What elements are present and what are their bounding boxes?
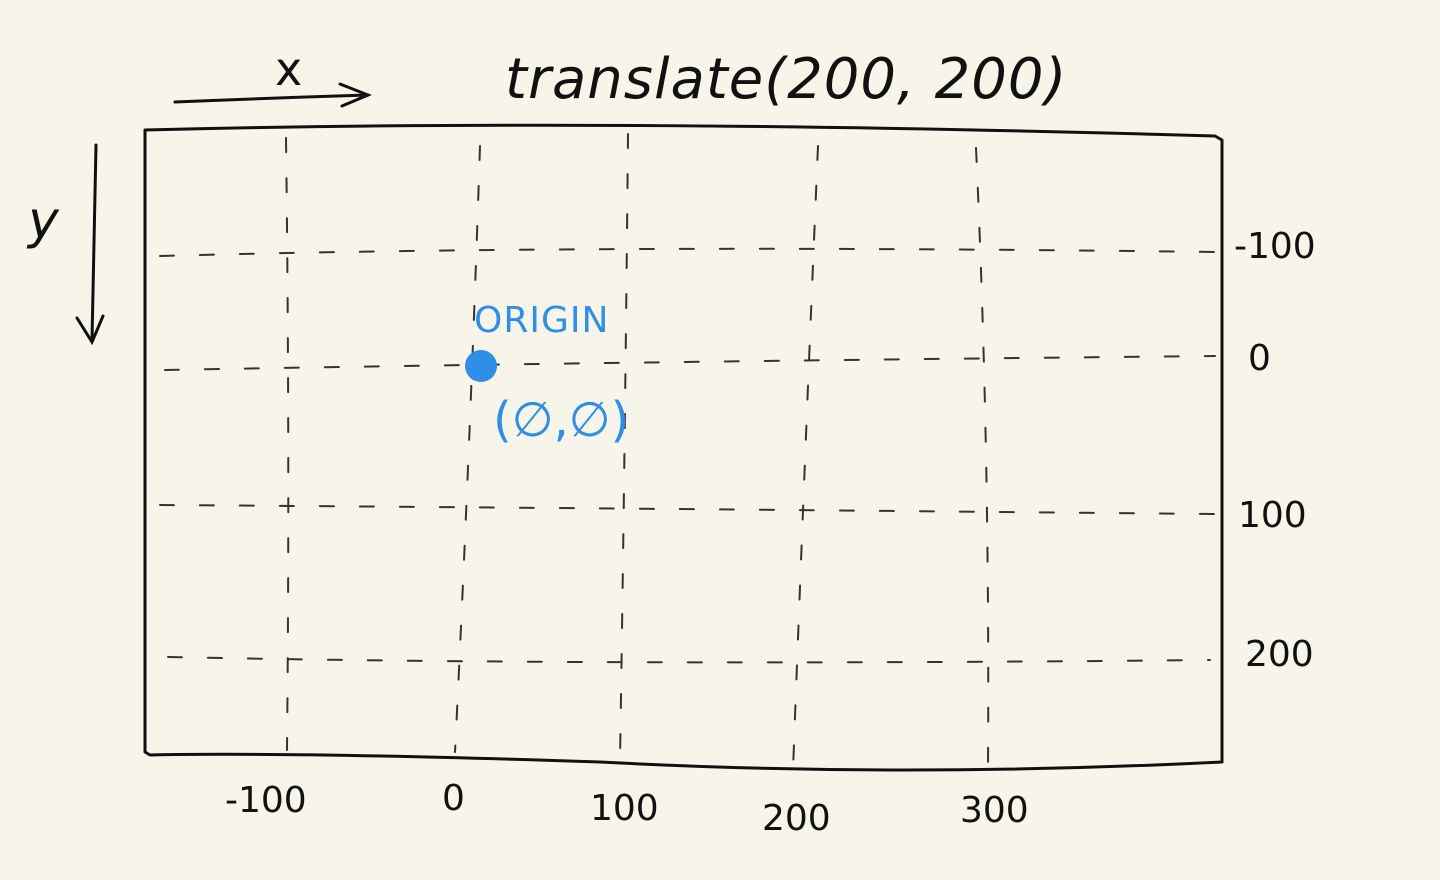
sketch-title: translate(200, 200): [505, 47, 1067, 112]
grid-line-x-100: [619, 133, 629, 761]
x-axis-label: x: [275, 42, 302, 96]
x-tick-label: 100: [590, 788, 659, 829]
grid: [159, 133, 1216, 771]
canvas-frame: [143, 123, 1224, 772]
x-tick-label: 0: [442, 778, 465, 819]
grid-line-x-neg100: [285, 137, 290, 751]
y-tick-labels: -100 0 100 200: [1234, 226, 1316, 675]
grid-line-y-0: [164, 355, 1216, 371]
grid-line-y-200: [167, 656, 1211, 664]
grid-line-y-100: [159, 504, 1216, 515]
y-tick-label: 100: [1238, 495, 1307, 536]
x-tick-label: -100: [225, 780, 307, 821]
origin-label: ORIGIN: [474, 300, 609, 341]
grid-line-x-200: [792, 145, 819, 771]
y-tick-label: -100: [1234, 226, 1316, 267]
y-tick-label: 200: [1245, 634, 1314, 675]
y-axis-label: y: [26, 191, 60, 251]
grid-line-y-neg100: [159, 247, 1216, 257]
origin-coords: (∅,∅): [493, 392, 629, 448]
grid-line-x-0: [454, 145, 481, 753]
x-tick-label: 300: [960, 790, 1029, 831]
origin-marker: ORIGIN (∅,∅): [465, 300, 629, 448]
x-tick-label: 200: [762, 798, 831, 839]
x-axis-arrow: [173, 82, 372, 108]
y-axis-arrow: [75, 143, 105, 346]
y-tick-label: 0: [1248, 338, 1271, 379]
grid-line-x-300: [975, 147, 990, 769]
origin-dot: [465, 350, 497, 382]
x-tick-labels: -100 0 100 200 300: [225, 778, 1029, 839]
